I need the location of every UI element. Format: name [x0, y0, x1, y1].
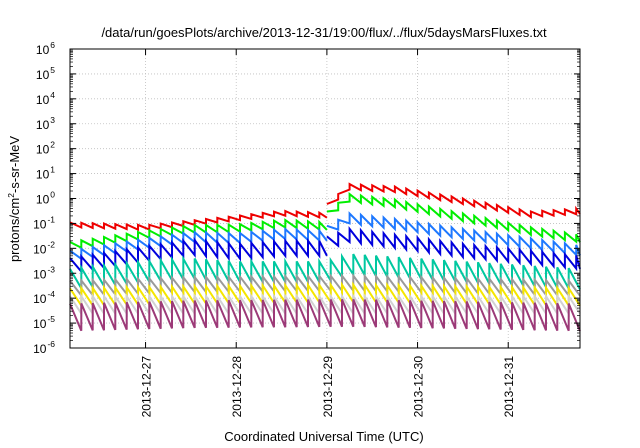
series-line: [69, 292, 581, 317]
y-axis: 10-6 10-5 10-4 10-3 10-2 10-1 100 101 102 103 104 1…: [33, 40, 580, 356]
x-axis: 2013-12-27 2013-12-28 2013-12-29 2013-12-30…: [140, 49, 516, 418]
x-tick-label: 2013-12-28: [230, 356, 244, 418]
y-tick-label: 10-2: [33, 239, 55, 256]
y-label-prefix: protons/cm: [7, 198, 22, 262]
series-3: [69, 211, 581, 261]
series-line: [326, 211, 581, 258]
series-line: [69, 209, 328, 232]
y-label-superscript: 2: [6, 193, 16, 198]
y-tick-label: 100: [36, 190, 55, 207]
x-tick-label: 2013-12-30: [412, 356, 426, 418]
x-axis-label: Coordinated Universal Time (UTC): [224, 429, 423, 444]
x-tick-label: 2013-12-27: [140, 356, 154, 418]
series-5: [69, 252, 581, 293]
y-tick-label: 101: [36, 165, 55, 182]
series-8: [69, 292, 581, 317]
series-line: [326, 225, 581, 272]
series-line: [69, 281, 581, 309]
series-1: [69, 182, 581, 232]
y-tick-label: 104: [36, 90, 55, 107]
series-line: [326, 192, 581, 244]
series-line: [69, 218, 328, 250]
x-tick-label: 2013-12-29: [321, 356, 335, 418]
series-line: [69, 272, 581, 299]
y-label-suffix: -s-sr-MeV: [7, 136, 22, 193]
series-line: [69, 236, 328, 275]
series-9: [69, 299, 581, 332]
series-layer: [69, 182, 581, 332]
series-6: [69, 272, 581, 299]
series-line: [69, 226, 328, 261]
series-2: [69, 192, 581, 250]
series-line: [326, 182, 581, 219]
y-tick-label: 10-6: [33, 339, 55, 356]
series-line: [69, 299, 581, 332]
series-line: [69, 252, 581, 293]
y-tick-label: 10-5: [33, 314, 55, 331]
y-axis-label: protons/cm2-s-sr-MeV: [6, 136, 22, 262]
y-tick-label: 103: [36, 115, 55, 132]
y-tick-label: 10-4: [33, 289, 55, 306]
series-7: [69, 281, 581, 309]
y-tick-label: 106: [36, 40, 55, 57]
chart-title: /data/run/goesPlots/archive/2013-12-31/1…: [101, 25, 547, 40]
series-4: [69, 225, 581, 275]
x-tick-label: 2013-12-31: [502, 356, 516, 418]
y-tick-label: 105: [36, 65, 55, 82]
y-tick-label: 10-3: [33, 264, 55, 281]
y-tick-label: 10-1: [33, 214, 55, 231]
y-tick-label: 102: [36, 140, 55, 157]
